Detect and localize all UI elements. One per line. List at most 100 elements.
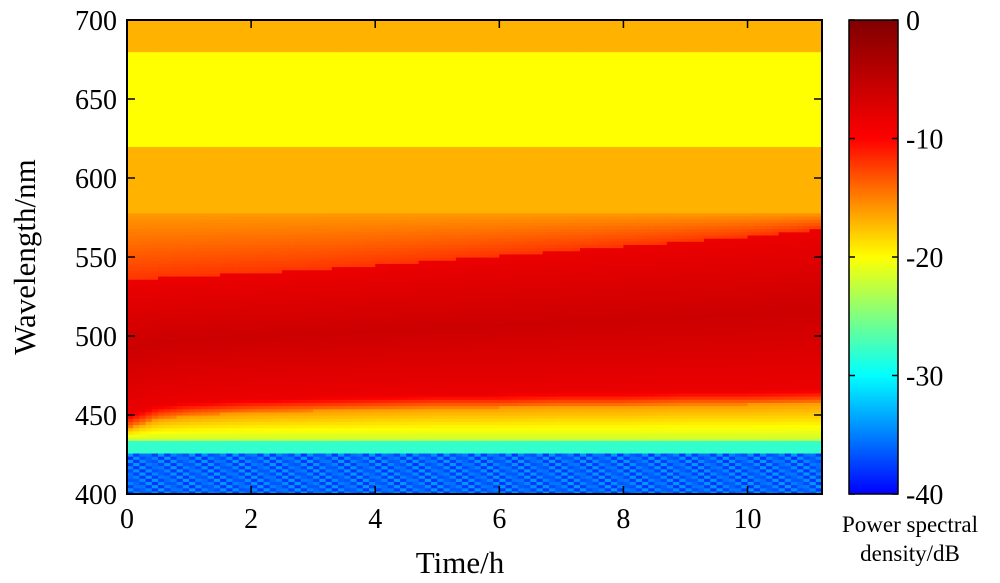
heatmap-cell [145, 32, 153, 37]
heatmap-cell [151, 64, 159, 68]
heatmap-cell [151, 475, 159, 479]
heatmap-cell [158, 433, 165, 438]
heatmap-cell [133, 367, 141, 372]
heatmap-cell [151, 193, 159, 198]
heatmap-cell [145, 310, 153, 315]
heatmap-cell [158, 487, 165, 492]
heatmap-cell [133, 54, 141, 59]
heatmap-cell [145, 424, 153, 429]
heatmap-cell [139, 263, 147, 268]
heatmap-cell [139, 405, 147, 410]
heatmap-cell [145, 288, 153, 293]
heatmap-cell [139, 70, 147, 75]
heatmap-cell [145, 196, 153, 201]
heatmap-cell [151, 443, 159, 448]
heatmap-cell [158, 313, 165, 318]
heatmap-cell [151, 70, 159, 75]
heatmap-cell [127, 42, 134, 46]
heatmap-cell [139, 99, 147, 103]
heatmap-cell [133, 165, 141, 170]
heatmap-cell [133, 481, 141, 486]
heatmap-cell [127, 288, 134, 293]
heatmap-cell [127, 354, 134, 359]
heatmap-cell [158, 146, 165, 151]
heatmap-cell [151, 386, 159, 391]
heatmap-cell [145, 54, 153, 59]
heatmap-cell [139, 146, 147, 151]
heatmap-cell [133, 206, 141, 211]
heatmap-cell [151, 396, 159, 400]
heatmap-cell [151, 272, 159, 277]
heatmap-cell [145, 190, 153, 195]
heatmap-cell [158, 361, 165, 366]
heatmap-cell [127, 389, 134, 394]
heatmap-cell [158, 99, 165, 103]
heatmap-cell [127, 424, 134, 429]
heatmap-cell [127, 294, 134, 299]
heatmap-cell [133, 294, 141, 299]
heatmap-cell [145, 427, 153, 432]
heatmap-cell [158, 152, 165, 157]
heatmap-cell [151, 342, 159, 347]
heatmap-cell [133, 468, 141, 473]
heatmap-cell [139, 386, 147, 391]
heatmap-cell [127, 364, 134, 369]
heatmap-cell [158, 459, 165, 463]
heatmap-cell [158, 76, 165, 81]
heatmap-cell [145, 184, 153, 189]
heatmap-cell [151, 263, 159, 268]
heatmap-cell [139, 304, 147, 309]
heatmap-cell [127, 430, 134, 435]
heatmap-cell [158, 310, 165, 315]
heatmap-cell [145, 187, 153, 192]
heatmap-cell [133, 377, 141, 381]
heatmap-cell [151, 301, 159, 305]
heatmap-cell [133, 57, 141, 62]
heatmap-cell [139, 342, 147, 347]
heatmap-cell [133, 231, 141, 236]
heatmap-cell [158, 304, 165, 309]
heatmap-cell [127, 380, 134, 384]
heatmap-cell [145, 206, 153, 211]
heatmap-cell [127, 121, 134, 125]
heatmap-cell [139, 26, 147, 31]
heatmap-cell [133, 35, 141, 40]
heatmap-cell [139, 373, 147, 378]
heatmap-cell [127, 99, 134, 103]
heatmap-cell [133, 301, 141, 305]
heatmap-cell [139, 171, 147, 176]
heatmap-cell [139, 260, 147, 264]
heatmap-cell [133, 238, 141, 242]
heatmap-cell [145, 323, 153, 328]
heatmap-cell [151, 377, 159, 381]
heatmap-cell [151, 57, 159, 62]
heatmap-cell [145, 244, 153, 249]
heatmap-cell [127, 285, 134, 290]
heatmap-cell [145, 260, 153, 264]
heatmap-cell [145, 143, 153, 147]
heatmap-cell [133, 487, 141, 492]
heatmap-cell [158, 54, 165, 59]
heatmap-cell [133, 196, 141, 201]
heatmap-cell [127, 212, 134, 217]
heatmap-cell [158, 168, 165, 173]
heatmap-cell [133, 380, 141, 384]
heatmap-cell [133, 149, 141, 154]
heatmap-cell [139, 275, 147, 280]
heatmap-cell [133, 430, 141, 435]
heatmap-cell [158, 61, 165, 65]
heatmap-cell [139, 487, 147, 492]
heatmap-cell [145, 193, 153, 198]
heatmap-cell [151, 402, 159, 407]
heatmap-cell [158, 354, 165, 359]
heatmap-cell [151, 307, 159, 312]
heatmap-cell [158, 143, 165, 147]
heatmap-cell [151, 415, 159, 419]
heatmap-cell [151, 152, 159, 157]
heatmap-cell [158, 133, 165, 138]
heatmap-cell [158, 32, 165, 37]
heatmap-cell [158, 317, 165, 321]
heatmap-cell [158, 478, 165, 482]
heatmap-cell [151, 121, 159, 125]
heatmap-cell [133, 89, 141, 94]
